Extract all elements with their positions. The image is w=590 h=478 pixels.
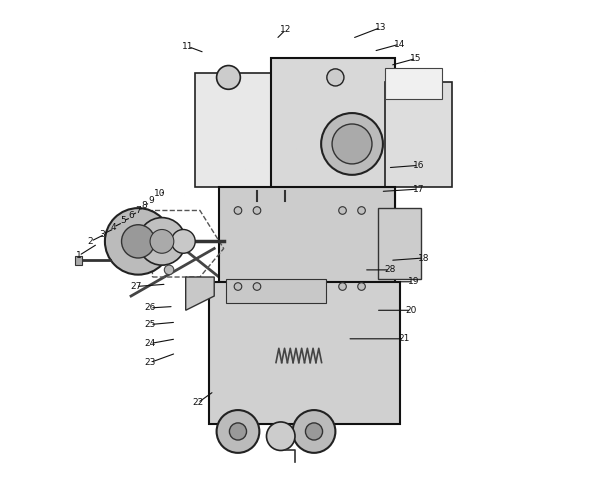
Text: 15: 15 — [411, 54, 422, 63]
FancyBboxPatch shape — [385, 82, 452, 187]
Circle shape — [234, 206, 242, 214]
Circle shape — [105, 208, 172, 275]
Circle shape — [122, 225, 155, 258]
Text: 17: 17 — [413, 185, 424, 194]
Text: 4: 4 — [111, 223, 116, 232]
Circle shape — [358, 206, 365, 214]
FancyBboxPatch shape — [226, 280, 326, 303]
Text: 25: 25 — [145, 320, 156, 329]
Circle shape — [321, 113, 383, 175]
Circle shape — [332, 124, 372, 164]
Text: placementparts.com: placementparts.com — [223, 241, 367, 256]
Text: 11: 11 — [182, 42, 194, 51]
Circle shape — [172, 229, 195, 253]
Circle shape — [150, 229, 174, 253]
Text: 13: 13 — [375, 23, 386, 32]
Circle shape — [293, 410, 335, 453]
Text: 8: 8 — [142, 201, 148, 210]
Circle shape — [267, 422, 295, 450]
Text: 2: 2 — [88, 237, 93, 246]
Circle shape — [234, 282, 242, 290]
Circle shape — [327, 69, 344, 86]
Text: 26: 26 — [145, 304, 156, 313]
Circle shape — [217, 65, 240, 89]
FancyBboxPatch shape — [219, 187, 395, 301]
Text: 23: 23 — [145, 358, 156, 367]
FancyBboxPatch shape — [271, 58, 395, 220]
Circle shape — [253, 282, 261, 290]
Text: 1: 1 — [76, 251, 81, 260]
Circle shape — [164, 265, 174, 275]
Text: 24: 24 — [145, 339, 156, 348]
Text: 10: 10 — [154, 189, 165, 198]
Text: 28: 28 — [384, 265, 396, 274]
Text: 6: 6 — [128, 211, 134, 220]
Text: 22: 22 — [192, 399, 203, 407]
FancyBboxPatch shape — [385, 68, 442, 99]
Circle shape — [339, 206, 346, 214]
Text: 27: 27 — [130, 282, 142, 291]
Text: 12: 12 — [280, 25, 291, 34]
FancyBboxPatch shape — [195, 73, 290, 187]
Text: 18: 18 — [418, 253, 429, 262]
Text: 3: 3 — [100, 230, 106, 239]
Text: 14: 14 — [394, 40, 405, 49]
FancyBboxPatch shape — [209, 282, 399, 424]
Polygon shape — [186, 277, 214, 310]
Circle shape — [339, 282, 346, 290]
Circle shape — [217, 410, 260, 453]
Text: 20: 20 — [406, 306, 417, 315]
Circle shape — [138, 217, 186, 265]
Circle shape — [358, 282, 365, 290]
Circle shape — [230, 423, 247, 440]
Text: 16: 16 — [413, 161, 424, 170]
FancyBboxPatch shape — [378, 208, 421, 280]
Text: 21: 21 — [399, 334, 410, 343]
Circle shape — [253, 206, 261, 214]
Text: 5: 5 — [120, 217, 126, 226]
Circle shape — [306, 423, 323, 440]
FancyBboxPatch shape — [75, 256, 81, 265]
Text: 7: 7 — [135, 206, 141, 215]
Text: 9: 9 — [148, 196, 154, 206]
Text: 19: 19 — [408, 277, 419, 286]
